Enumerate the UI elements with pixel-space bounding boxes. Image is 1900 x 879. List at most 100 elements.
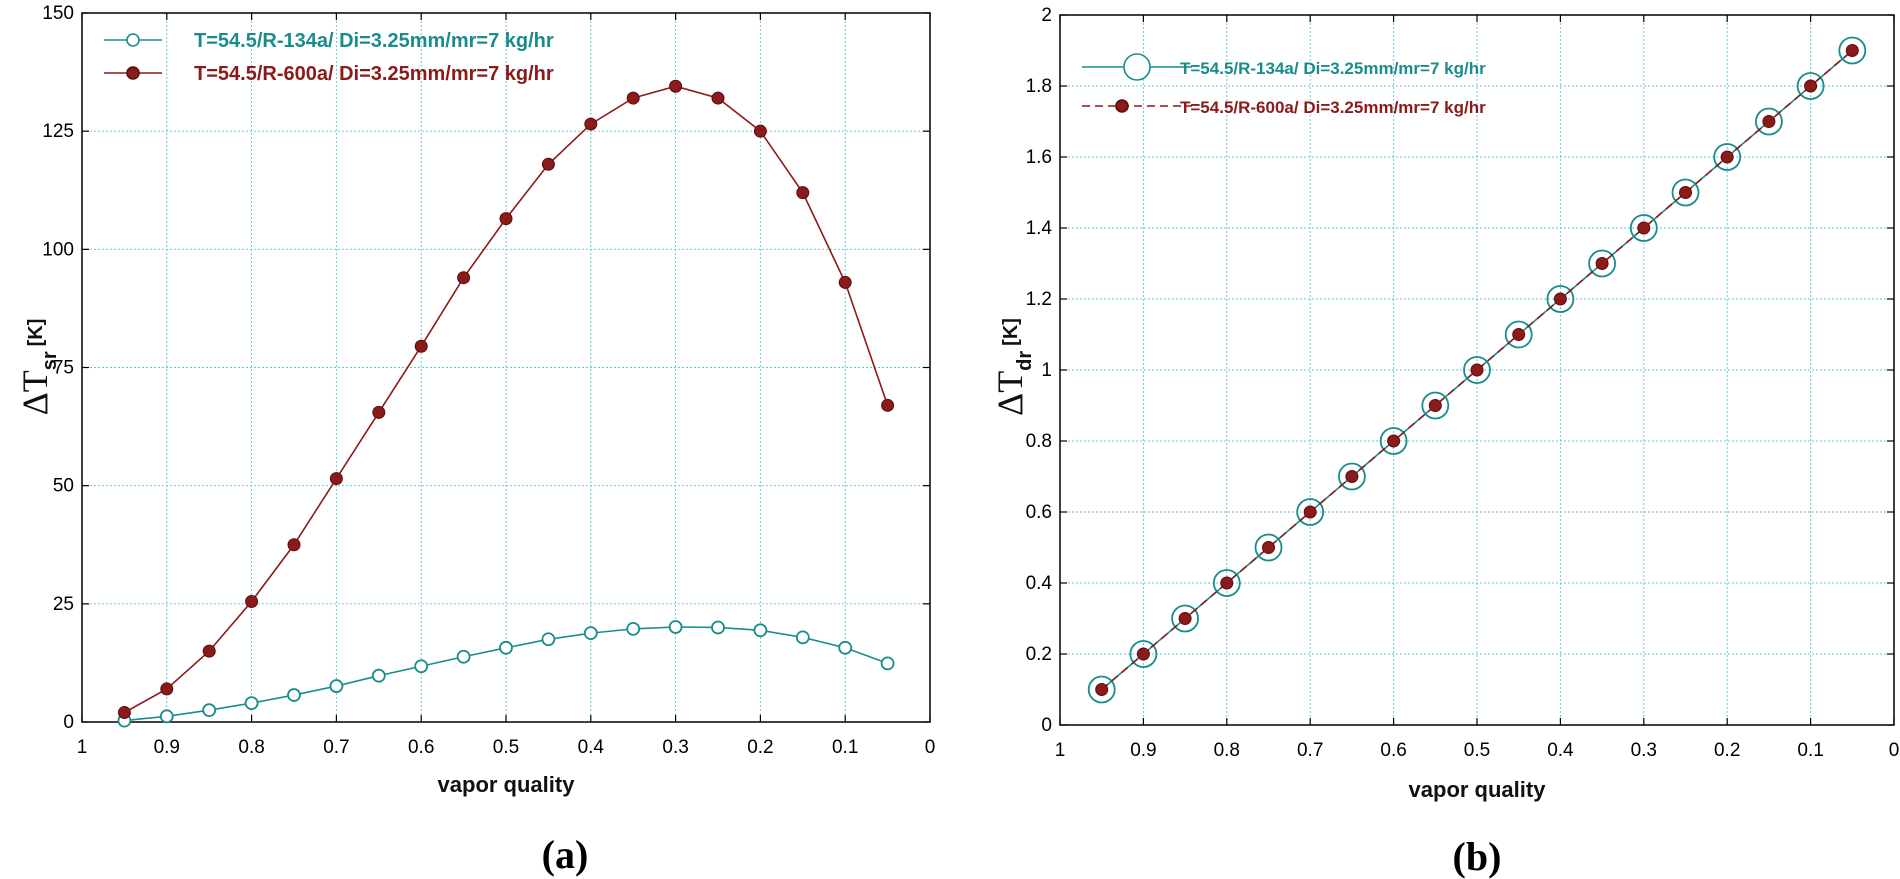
chart-a-series-1-point: [329, 472, 343, 486]
chart-b-series: [1087, 36, 1867, 704]
chart-a-series-0-point: [626, 621, 641, 636]
chart-b-xtick-label: 0.8: [1214, 740, 1240, 761]
chart-b-legend: T=54.5/R-134a/ Di=3.25mm/mr=7 kg/hr T=54.…: [1082, 53, 1486, 117]
chart-b-series-1-point: [1553, 292, 1567, 306]
chart-a-series-1-point: [584, 117, 598, 131]
chart-a-legend: T=54.5/R-134a/ Di=3.25mm/mr=7 kg/hr T=54.…: [104, 30, 554, 85]
chart-a-xtick-label: 0.8: [238, 737, 264, 758]
chart-b-series-1-point: [1220, 576, 1234, 590]
chart-b-xtick-label: 0.1: [1797, 740, 1823, 761]
chart-b-series-0-point: [1546, 285, 1575, 313]
chart-a-series-1-point: [245, 594, 259, 608]
chart-a-series-1-point: [117, 706, 131, 720]
chart-a-series-0-point: [414, 659, 429, 674]
chart-b-series-1-point: [1262, 541, 1275, 554]
chart-b-xtick-label: 0.7: [1297, 740, 1323, 761]
chart-b-xlabel: vapor quality: [1409, 777, 1547, 802]
chart-a-xtick-label: 0.6: [408, 737, 434, 758]
chart-a-series-1-point: [753, 124, 767, 138]
svg-text:ΔTdr[K]: ΔTdr [K]: [990, 318, 1036, 416]
chart-a-series-0-point: [711, 620, 725, 635]
chart-b-ticks: 1 0.9 0.8 0.7 0.6 0.5 0.4 0.3 0.2 0.1 0 0 0.2 0.4 0.6 0…: [1026, 5, 1900, 761]
chart-a-series: [117, 79, 895, 728]
chart-b-xtick-label: 0.2: [1714, 740, 1740, 761]
chart-a-panel-label: (a): [542, 832, 589, 877]
chart-b-series-0-point: [1379, 427, 1408, 455]
chart-a-series-0-point: [287, 688, 301, 702]
chart-b-series-0-point: [1671, 178, 1700, 207]
chart-b-series-0-point: [1171, 604, 1199, 633]
chart-b-series-1-point: [1095, 683, 1109, 696]
chart-a-ytick-label: 100: [42, 239, 74, 260]
chart-a-ytick-label: 125: [42, 121, 74, 142]
chart-a-ytick-label: 150: [42, 3, 74, 24]
chart-b-xtick-label: 0.6: [1380, 740, 1406, 761]
chart-a-ticks: 1 0.9 0.8 0.7 0.6 0.5 0.4 0.3 0.2 0.1 0 0 25 50 75 100 1…: [42, 3, 935, 758]
chart-b-series-0-point: [1713, 143, 1742, 171]
chart-b-ytick-label: 1.2: [1026, 289, 1052, 310]
chart-a-ylabel-main: ΔT: [15, 370, 55, 415]
chart-b-legend-1-marker: [1115, 99, 1129, 113]
chart-a-ytick-label: 25: [53, 594, 74, 615]
chart-b-series-1-point: [1762, 115, 1776, 128]
chart-b-series-1-point: [1845, 44, 1859, 57]
svg-text:ΔTsr[K]: ΔTsr [K]: [15, 319, 61, 416]
chart-a-series-0-point: [456, 649, 471, 664]
chart-a-series-0-point: [838, 640, 853, 655]
chart-b-ytick-label: 1.8: [1026, 76, 1052, 97]
chart-b-panel-label: (b): [1453, 834, 1502, 879]
chart-a-xtick-label: 0.4: [578, 737, 605, 758]
chart-a-series-1-point: [202, 644, 216, 658]
chart-b-series-1-point: [1178, 612, 1192, 625]
chart-a-xtick-label: 0.3: [662, 737, 688, 758]
chart-a-series-1-point: [457, 271, 471, 285]
chart-b-series-0-point: [1796, 72, 1825, 100]
chart-a-series-0-point: [668, 620, 683, 634]
chart-a-xtick-label: 0.2: [747, 737, 773, 758]
chart-a-legend-0-marker: [126, 33, 140, 47]
chart-b-ylabel-main: ΔT: [990, 371, 1030, 416]
chart-b-xtick-label: 0.4: [1547, 740, 1574, 761]
chart-a-series-1-point: [160, 682, 174, 696]
chart-b-series-0-point: [1838, 36, 1867, 65]
chart-a-ytick-label: 75: [53, 358, 74, 379]
chart-a-ylabel-unit: [K]: [25, 319, 47, 347]
chart-a-legend-0-label: T=54.5/R-134a/ Di=3.25mm/mr=7 kg/hr: [194, 30, 554, 52]
chart-a-series-0-point: [583, 626, 598, 641]
chart-a-series-0-point: [499, 640, 513, 655]
chart-b-ytick-label: 0.4: [1026, 573, 1053, 594]
chart-b-xtick-label: 0.9: [1130, 740, 1156, 761]
chart-a-series-1-point: [626, 91, 640, 105]
chart-b-ytick-label: 0.2: [1026, 644, 1052, 665]
chart-b-series-0-point: [1588, 249, 1616, 278]
chart-a-series-1-point: [499, 212, 513, 226]
chart-b-xtick-label: 0.3: [1631, 740, 1657, 761]
chart-a-ylabel: ΔTsr [K]: [15, 319, 61, 416]
chart-b-series-0-point: [1212, 569, 1241, 597]
chart-b-series-1-point: [1720, 150, 1734, 164]
chart-a-series-0-point: [244, 696, 259, 710]
chart-b-series-0-point: [1463, 356, 1491, 384]
chart-b-series-0-point: [1629, 214, 1658, 242]
chart-b-ytick-label: 1.6: [1026, 147, 1052, 168]
chart-a-series-1-point: [711, 91, 725, 105]
chart-b-series-0-point: [1421, 391, 1450, 420]
chart-a-series-0-point: [202, 703, 217, 718]
chart-a-grid: [82, 13, 930, 722]
chart-b-ylabel-unit: [K]: [1000, 318, 1022, 346]
chart-a-series-0-point: [753, 623, 768, 638]
chart-a-series-0-point: [329, 679, 344, 693]
chart-a-series-0-point: [795, 630, 810, 645]
chart-b-xtick-label: 1: [1055, 740, 1066, 761]
chart-b-legend-0-label: T=54.5/R-134a/ Di=3.25mm/mr=7 kg/hr: [1180, 59, 1486, 78]
chart-b-series-1-point: [1303, 505, 1317, 519]
chart-a-xtick-label: 0.1: [832, 737, 858, 758]
chart-a-series-1-point: [838, 275, 852, 289]
chart-b-series-1-point: [1428, 399, 1442, 412]
chart-b-series-1-point: [1136, 647, 1150, 661]
chart-b-series-1-point: [1345, 470, 1359, 483]
chart-b-xtick-label: 0.5: [1464, 740, 1490, 761]
chart-a-series-0-point: [371, 668, 386, 683]
chart-a-series-0-point: [159, 709, 174, 724]
chart-b-series-0-point: [1087, 675, 1116, 704]
